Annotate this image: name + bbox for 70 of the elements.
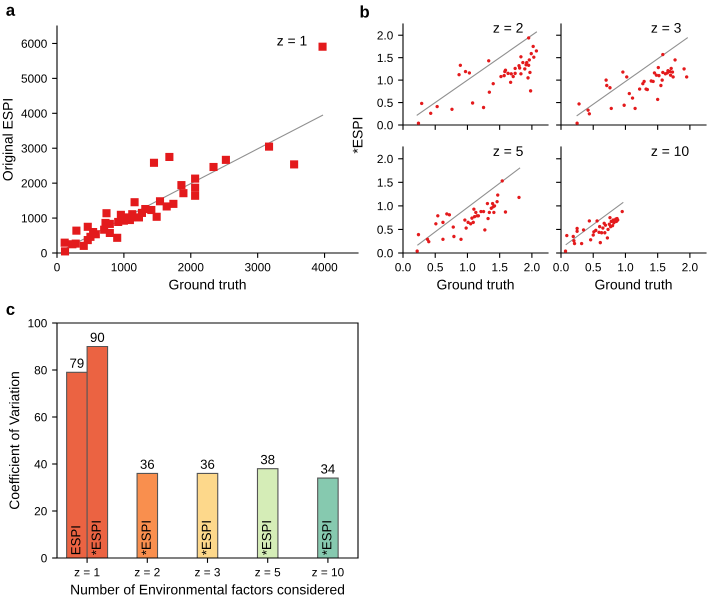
annotation: z = 3 <box>651 22 681 33</box>
y-axis-title: *ESPI <box>352 118 363 154</box>
x-tick-label: 1000 <box>112 263 137 272</box>
x-tick-label: 2000 <box>178 263 204 272</box>
annotation: z = 10 <box>651 146 689 156</box>
x-axis-title: Ground truth <box>169 279 246 290</box>
data-label: 79 <box>70 358 84 368</box>
y-tick-label: 20 <box>34 507 47 516</box>
y-tick-label: 1.5 <box>378 54 393 62</box>
y-tick-label: 4000 <box>21 109 47 118</box>
text: *ESPI <box>262 521 272 555</box>
y-tick-label: 60 <box>34 413 47 422</box>
x-tick-label: z = 2 <box>134 568 160 576</box>
y-tick-label: 0.0 <box>377 121 393 130</box>
y-tick-label: 0.5 <box>377 98 393 107</box>
data-label: 36 <box>200 460 214 469</box>
y-tick-label: 80 <box>34 366 47 374</box>
data-label: 38 <box>260 454 274 464</box>
y-tick-label: 6000 <box>22 39 47 48</box>
y-tick-label: 100 <box>28 319 47 328</box>
text: *ESPI <box>322 521 332 555</box>
chart-title: c <box>6 306 15 316</box>
x-tick-label: z = 5 <box>255 568 280 576</box>
data-label: 34 <box>321 464 335 474</box>
x-tick-label: 2.0 <box>682 263 698 272</box>
y-tick-label: 2.0 <box>377 154 393 164</box>
x-tick-label: 0.0 <box>553 263 569 272</box>
x-axis-title: Ground truth <box>437 279 514 290</box>
y-tick-label: 3000 <box>21 144 47 153</box>
data-label: 36 <box>140 460 154 469</box>
x-tick-label: 0 <box>54 263 60 272</box>
x-tick-label: 0.5 <box>427 263 443 272</box>
series-label: ESPI <box>71 526 80 554</box>
y-tick-label: 1000 <box>22 214 47 222</box>
chart-title: a <box>6 6 16 16</box>
y-axis-title: Original ESPI <box>2 99 16 181</box>
y-tick-label: 5000 <box>21 74 47 83</box>
annotation: z = 1 <box>277 36 307 46</box>
y-tick-label: 0 <box>41 554 47 562</box>
x-tick-label: 0.5 <box>585 263 601 272</box>
y-tick-label: 1.0 <box>378 76 393 85</box>
x-tick-label: 1.0 <box>460 263 476 272</box>
x-axis-title: Ground truth <box>595 279 672 290</box>
x-tick-label: z = 3 <box>195 568 220 576</box>
annotation: z = 2 <box>493 22 523 33</box>
y-tick-label: 1.0 <box>378 202 393 210</box>
data-label: 90 <box>90 332 104 342</box>
x-tick-label: z = 10 <box>312 568 344 576</box>
x-tick-label: 1.5 <box>492 263 508 272</box>
x-tick-label: 0.0 <box>395 263 411 272</box>
y-tick-label: 0 <box>41 249 47 258</box>
y-tick-label: 0.5 <box>377 225 393 234</box>
y-tick-label: 2000 <box>22 179 47 188</box>
y-tick-label: 2.0 <box>377 31 393 40</box>
series-label: *ESPI <box>92 521 101 555</box>
annotation: z = 5 <box>493 146 523 156</box>
x-tick-label: 2.0 <box>524 263 540 272</box>
y-tick-label: 0.0 <box>377 249 393 258</box>
x-tick-label: 3000 <box>244 263 270 272</box>
y-tick-label: 1.5 <box>378 178 393 187</box>
text: *ESPI <box>202 521 212 555</box>
x-tick-label: 1.5 <box>650 263 666 272</box>
x-axis-title: Number of Environmental factors considered <box>71 584 344 594</box>
y-tick-label: 40 <box>34 460 47 468</box>
x-tick-label: 4000 <box>312 263 338 272</box>
x-tick-label: z = 1 <box>74 568 100 576</box>
text: *ESPI <box>142 521 151 555</box>
x-tick-label: 1.0 <box>618 263 634 272</box>
chart-title: b <box>360 5 369 18</box>
y-axis-title: Coefficient of Variation <box>9 372 20 510</box>
